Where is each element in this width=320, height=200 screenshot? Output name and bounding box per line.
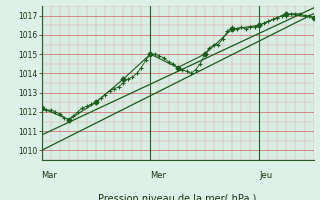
Text: Mar: Mar — [42, 171, 58, 180]
Text: Jeu: Jeu — [259, 171, 272, 180]
Text: Pression niveau de la mer( hPa ): Pression niveau de la mer( hPa ) — [99, 194, 257, 200]
Text: Mer: Mer — [150, 171, 166, 180]
